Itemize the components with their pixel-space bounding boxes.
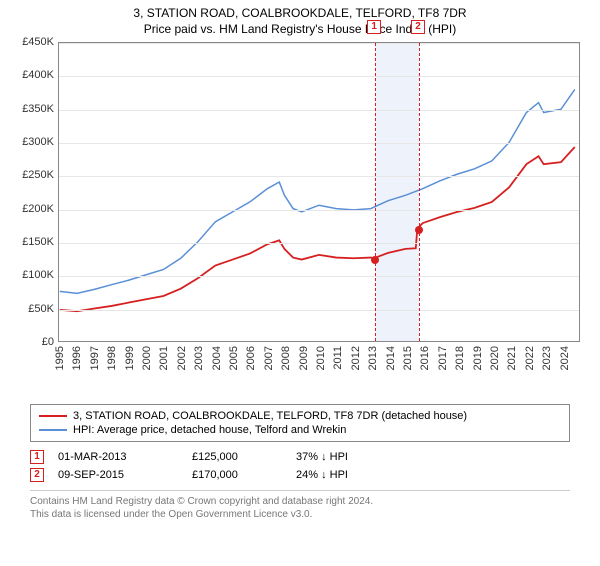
gridline — [59, 276, 579, 277]
gridline — [59, 110, 579, 111]
sale-row: 2 09-SEP-2015 £170,000 24% ↓ HPI — [30, 466, 570, 484]
y-tick-label: £250K — [22, 169, 54, 181]
x-tick-label: 2009 — [298, 346, 310, 386]
x-tick-label: 2013 — [367, 346, 379, 386]
x-tick-label: 2021 — [506, 346, 518, 386]
gridline — [59, 143, 579, 144]
y-tick-label: £450K — [22, 36, 54, 48]
x-tick-label: 2022 — [524, 346, 536, 386]
chart-container: 3, STATION ROAD, COALBROOKDALE, TELFORD,… — [0, 6, 600, 521]
y-tick-label: £150K — [22, 236, 54, 248]
sale-index-box: 2 — [30, 468, 44, 482]
y-tick-label: £200K — [22, 203, 54, 215]
sale-price: £170,000 — [192, 469, 282, 481]
x-tick-label: 2019 — [472, 346, 484, 386]
x-tick-label: 2007 — [263, 346, 275, 386]
attribution: Contains HM Land Registry data © Crown c… — [30, 490, 570, 521]
sale-price: £125,000 — [192, 451, 282, 463]
x-tick-label: 2020 — [489, 346, 501, 386]
sale-date: 01-MAR-2013 — [58, 451, 178, 463]
gridline — [59, 243, 579, 244]
plot-area — [58, 42, 580, 342]
legend-label: 3, STATION ROAD, COALBROOKDALE, TELFORD,… — [73, 410, 467, 422]
legend-swatch — [39, 415, 67, 417]
legend-label: HPI: Average price, detached house, Telf… — [73, 424, 346, 436]
chart-subtitle: Price paid vs. HM Land Registry's House … — [0, 22, 600, 36]
sale-vline — [375, 43, 376, 341]
x-tick-label: 2002 — [176, 346, 188, 386]
gridline — [59, 76, 579, 77]
x-tick-label: 2006 — [245, 346, 257, 386]
sale-point — [371, 256, 379, 264]
y-tick-label: £300K — [22, 136, 54, 148]
y-tick-label: £100K — [22, 269, 54, 281]
x-tick-label: 1995 — [54, 346, 66, 386]
x-tick-label: 2003 — [193, 346, 205, 386]
x-tick-label: 1999 — [124, 346, 136, 386]
legend-item: 3, STATION ROAD, COALBROOKDALE, TELFORD,… — [39, 409, 561, 423]
lines-layer — [59, 43, 579, 341]
sale-index-box: 1 — [30, 450, 44, 464]
x-tick-label: 2001 — [158, 346, 170, 386]
y-tick-label: £50K — [28, 303, 54, 315]
x-tick-label: 2018 — [454, 346, 466, 386]
sale-pct: 24% ↓ HPI — [296, 469, 416, 481]
x-tick-label: 1996 — [71, 346, 83, 386]
attribution-line: Contains HM Land Registry data © Crown c… — [30, 495, 570, 508]
x-tick-label: 2017 — [437, 346, 449, 386]
x-tick-label: 1998 — [106, 346, 118, 386]
x-tick-label: 2004 — [211, 346, 223, 386]
chart-title: 3, STATION ROAD, COALBROOKDALE, TELFORD,… — [0, 6, 600, 20]
sale-marker-index: 1 — [367, 20, 381, 34]
sale-pct: 37% ↓ HPI — [296, 451, 416, 463]
chart-area: £0 £50K £100K £150K £200K £250K £300K £350K £400… — [10, 42, 590, 402]
x-tick-label: 2016 — [419, 346, 431, 386]
sale-date: 09-SEP-2015 — [58, 469, 178, 481]
sale-vline — [419, 43, 420, 341]
attribution-line: This data is licensed under the Open Gov… — [30, 508, 570, 521]
sale-point — [415, 226, 423, 234]
x-tick-label: 2010 — [315, 346, 327, 386]
sale-marker-index: 2 — [411, 20, 425, 34]
series-property — [60, 147, 575, 311]
y-tick-label: £400K — [22, 69, 54, 81]
x-tick-label: 2011 — [332, 346, 344, 386]
legend-item: HPI: Average price, detached house, Telf… — [39, 423, 561, 437]
sales-table: 1 01-MAR-2013 £125,000 37% ↓ HPI 2 09-SEP-201… — [30, 448, 570, 484]
y-tick-label: £0 — [42, 336, 54, 348]
sale-row: 1 01-MAR-2013 £125,000 37% ↓ HPI — [30, 448, 570, 466]
gridline — [59, 210, 579, 211]
x-tick-label: 2012 — [350, 346, 362, 386]
x-tick-label: 2024 — [559, 346, 571, 386]
y-tick-label: £350K — [22, 103, 54, 115]
legend-swatch — [39, 429, 67, 431]
legend: 3, STATION ROAD, COALBROOKDALE, TELFORD,… — [30, 404, 570, 442]
x-tick-label: 1997 — [89, 346, 101, 386]
gridline — [59, 310, 579, 311]
x-tick-label: 2023 — [541, 346, 553, 386]
gridline — [59, 176, 579, 177]
x-tick-label: 2015 — [402, 346, 414, 386]
gridline — [59, 43, 579, 44]
x-tick-label: 2014 — [385, 346, 397, 386]
x-tick-label: 2008 — [280, 346, 292, 386]
series-hpi — [60, 89, 575, 293]
x-tick-label: 2005 — [228, 346, 240, 386]
x-tick-label: 2000 — [141, 346, 153, 386]
